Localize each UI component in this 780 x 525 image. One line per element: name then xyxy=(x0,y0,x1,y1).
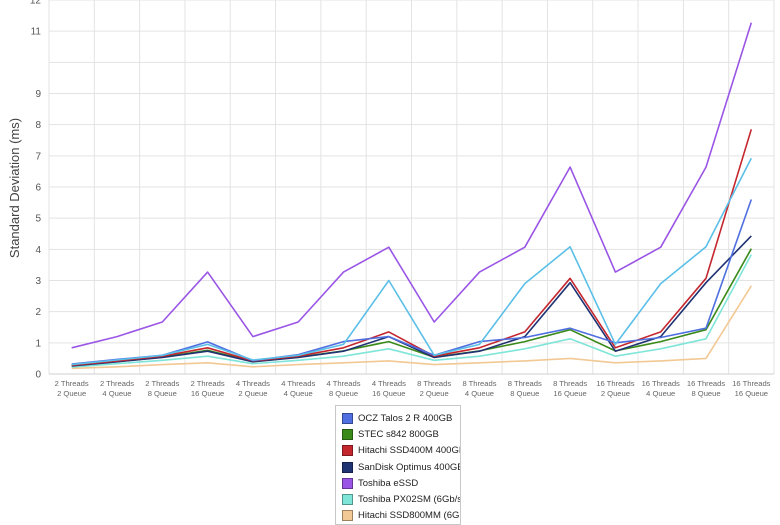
y-axis-label: Standard Deviation (ms) xyxy=(7,118,22,258)
x-tick-label: 16 Threads 2 Queue xyxy=(596,379,634,398)
x-tick-label: 8 Threads 8 Queue xyxy=(508,379,542,398)
legend-swatch xyxy=(342,445,353,457)
x-tick-label: 8 Threads 16 Queue xyxy=(553,379,587,398)
x-axis-ticks: 2 Threads 2 Queue 2 Threads 4 Queue 2 Thread… xyxy=(55,379,771,398)
legend-label: Toshiba eSSD xyxy=(358,477,419,489)
legend-label: Hitachi SSD400M 400GB xyxy=(358,445,461,457)
x-tick-label: 2 Threads 2 Queue xyxy=(55,379,89,398)
grid xyxy=(48,0,775,375)
legend-swatch xyxy=(342,494,353,506)
legend-item: Toshiba PX02SM (6Gb/s) xyxy=(342,491,460,507)
series-line-toshiba-px02sm-6gb-s xyxy=(71,254,753,368)
legend-item: OCZ Talos 2 R 400GB xyxy=(342,410,460,426)
y-tick-label: 11 xyxy=(31,27,42,38)
legend-swatch xyxy=(342,412,353,424)
y-tick-label: 5 xyxy=(35,214,41,225)
x-tick-label: 8 Threads 2 Queue xyxy=(417,379,451,398)
x-tick-label: 4 Threads 16 Queue xyxy=(372,379,406,398)
y-tick-label: 9 xyxy=(35,89,41,100)
x-tick-label: 2 Threads 16 Queue xyxy=(191,379,225,398)
legend-item: SanDisk Optimus 400GB xyxy=(342,459,460,475)
legend-label: Toshiba PX02SM (6Gb/s) xyxy=(358,494,461,506)
y-tick-label: 7 xyxy=(35,151,41,162)
series-line-unlabeled xyxy=(71,157,753,366)
y-tick-label: 12 xyxy=(30,0,42,7)
x-tick-label: 16 Threads 4 Queue xyxy=(642,379,680,398)
legend-label: OCZ Talos 2 R 400GB xyxy=(358,412,453,424)
y-tick-label: 1 xyxy=(35,338,41,349)
x-tick-label: 2 Threads 8 Queue xyxy=(145,379,179,398)
x-tick-label: 4 Threads 2 Queue xyxy=(236,379,270,398)
legend-item: Toshiba eSSD xyxy=(342,475,460,491)
x-tick-label: 8 Threads 4 Queue xyxy=(462,379,496,398)
y-tick-label: 3 xyxy=(35,276,41,287)
x-tick-label: 16 Threads 16 Queue xyxy=(732,379,770,398)
x-tick-label: 2 Threads 4 Queue xyxy=(100,379,134,398)
legend-label: STEC s842 800GB xyxy=(358,428,439,440)
legend-swatch xyxy=(342,428,353,440)
series-line-ocz-talos-2-r-400gb xyxy=(71,199,753,365)
legend-swatch xyxy=(342,477,353,489)
y-tick-label: 4 xyxy=(35,245,41,256)
x-tick-label: 4 Threads 8 Queue xyxy=(327,379,361,398)
series-lines xyxy=(71,22,753,370)
y-tick-label: 8 xyxy=(35,120,41,131)
legend-item: Hitachi SSD400M 400GB xyxy=(342,443,460,459)
series-line-toshiba-essd xyxy=(71,22,753,349)
series-line-hitachi-ssd800mm-6gb-s xyxy=(71,285,752,370)
legend-swatch xyxy=(342,461,353,473)
y-tick-label: 0 xyxy=(35,370,41,381)
legend-item: STEC s842 800GB xyxy=(342,426,460,442)
series-line-sandisk-optimus-400gb xyxy=(71,235,752,367)
x-tick-label: 4 Threads 4 Queue xyxy=(281,379,315,398)
x-tick-label: 16 Threads 8 Queue xyxy=(687,379,725,398)
y-tick-label: 2 xyxy=(35,307,41,318)
legend-label: SanDisk Optimus 400GB xyxy=(358,461,461,473)
legend: OCZ Talos 2 R 400GB STEC s842 800GB Hitach… xyxy=(335,405,461,525)
y-tick-label: 6 xyxy=(35,183,41,194)
